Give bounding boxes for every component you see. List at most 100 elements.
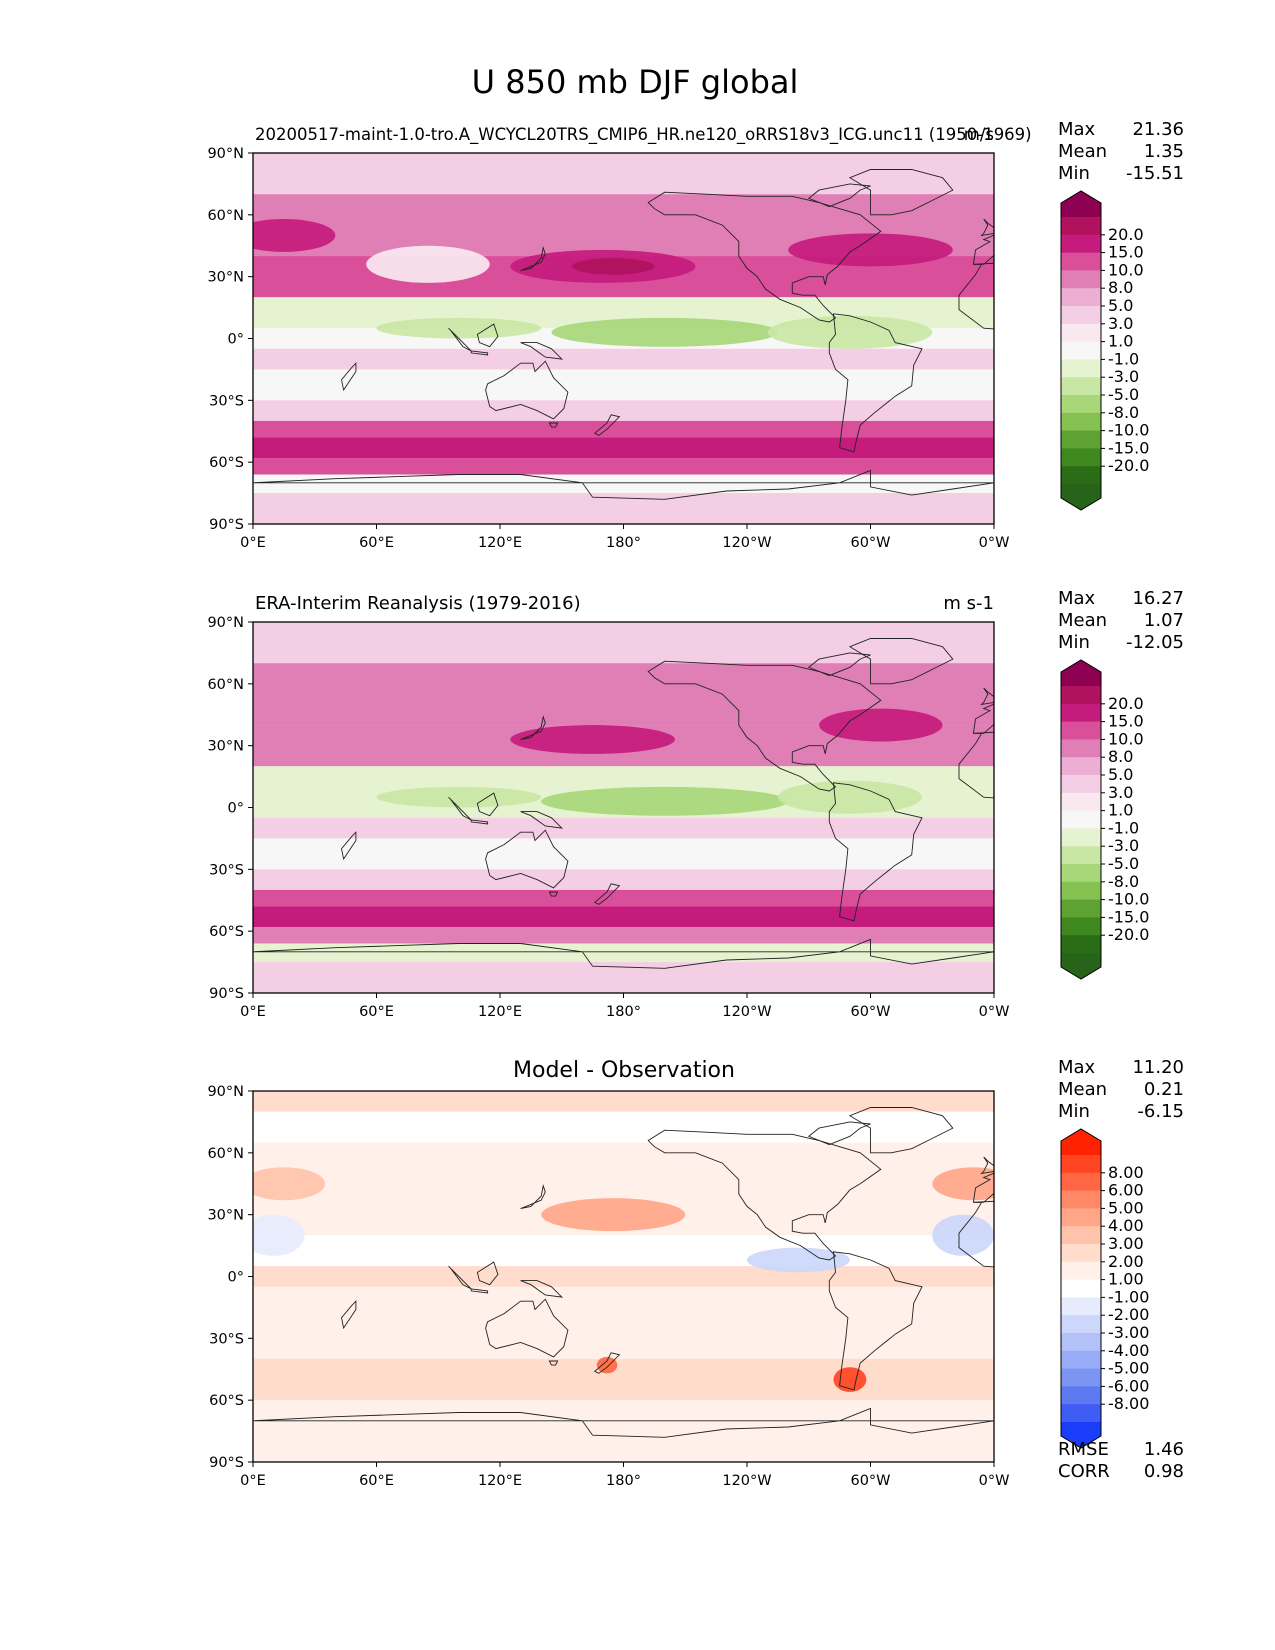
lon-tick-label: 180°	[606, 535, 641, 551]
field-band	[253, 1142, 994, 1184]
field-feature	[541, 786, 789, 816]
map-fill	[253, 1091, 994, 1462]
lat-axis: 90°N 60°N 30°N 0° 30°S 60°S 90°S	[207, 615, 253, 1002]
lon-tick-label: 60°W	[850, 535, 890, 551]
colorbar-cell	[1061, 899, 1101, 918]
panel-title-left: 20200517-maint-1.0-tro.A_WCYCL20TRS_CMIP…	[255, 125, 1032, 145]
field-feature	[819, 708, 943, 742]
field-feature	[510, 725, 675, 754]
stat-min-value: -15.51	[1126, 163, 1184, 184]
colorbar-label: -3.00	[1108, 1323, 1149, 1342]
colorbar-cell	[1061, 935, 1101, 954]
lat-tick-label: 90°S	[209, 1455, 244, 1471]
field-band	[253, 369, 994, 401]
panel-model: 20200517-maint-1.0-tro.A_WCYCL20TRS_CMIP…	[207, 119, 1184, 551]
field-band	[253, 869, 994, 890]
lon-tick-label: 180°	[606, 1473, 641, 1489]
stat-mean-label: Mean	[1058, 1079, 1107, 1100]
colorbar-label: 8.0	[1108, 747, 1133, 766]
error-stats: RMSE 1.46 CORR 0.98	[1058, 1439, 1184, 1482]
panel-title-left: ERA-Interim Reanalysis (1979-2016)	[255, 593, 581, 614]
lat-tick-label: 30°S	[209, 1331, 244, 1347]
coastlines	[253, 1107, 994, 1438]
lon-tick-label: 120°W	[722, 1473, 771, 1489]
field-band	[253, 1286, 994, 1329]
coastline	[520, 1280, 564, 1298]
colorbar-cell	[1061, 917, 1101, 936]
coastline	[980, 1156, 994, 1175]
field-feature	[788, 233, 953, 267]
colorbar-label: 3.0	[1108, 783, 1133, 802]
stat-min-value: -6.15	[1137, 1101, 1184, 1122]
colorbar-cell	[1061, 810, 1101, 829]
field-band	[253, 1400, 994, 1462]
colorbar-label: -8.0	[1108, 403, 1139, 422]
coastlines	[253, 638, 994, 969]
field-feature	[253, 218, 336, 252]
field-band	[253, 943, 994, 963]
coastline	[828, 313, 923, 453]
map-fill	[253, 622, 994, 993]
colorbar-label: -1.0	[1108, 818, 1139, 837]
field-band	[253, 420, 994, 438]
field-band	[253, 1358, 994, 1401]
coastline	[520, 715, 546, 740]
colorbar-label: -4.00	[1108, 1341, 1149, 1360]
colorbar-cell	[1061, 1315, 1101, 1334]
lat-axis: 90°N 60°N 30°N 0° 30°S 60°S 90°S	[207, 146, 253, 533]
lat-tick-label: 60°N	[207, 208, 244, 224]
lon-tick-label: 120°E	[478, 1473, 522, 1489]
lat-tick-label: 60°N	[207, 677, 244, 693]
colorbar-label: -20.0	[1108, 925, 1149, 944]
colorbar-label: 15.0	[1108, 243, 1144, 262]
stats-box: Max 16.27 Mean 1.07 Min -12.05	[1058, 588, 1184, 653]
colorbar-extend-top	[1061, 660, 1101, 686]
coastline	[476, 792, 499, 817]
field-band	[253, 1235, 994, 1267]
coastline	[647, 660, 882, 792]
stat-mean-label: Mean	[1058, 141, 1107, 162]
field-feature	[366, 245, 490, 283]
lon-tick-label: 60°W	[850, 1004, 890, 1020]
coastline	[593, 1352, 621, 1374]
lat-tick-label: 90°S	[209, 517, 244, 533]
field-feature	[253, 1214, 305, 1256]
lon-tick-label: 60°E	[359, 1004, 394, 1020]
colorbar-label: -15.0	[1108, 907, 1149, 926]
field-feature	[376, 317, 542, 339]
field-feature	[376, 786, 542, 808]
colorbar-label: -6.00	[1108, 1376, 1149, 1395]
colorbar-label: 20.0	[1108, 225, 1144, 244]
colorbar-extend-top	[1061, 191, 1101, 217]
coastline	[958, 731, 994, 799]
coastline	[807, 652, 871, 677]
field-band	[253, 838, 994, 870]
colorbar: 20.015.010.08.05.03.01.0-1.0-3.0-5.0-8.0…	[1060, 190, 1149, 511]
lon-tick-label: 120°W	[722, 535, 771, 551]
lat-tick-label: 60°S	[209, 1393, 244, 1409]
lon-tick-label: 0°E	[240, 1473, 266, 1489]
coastline	[548, 422, 559, 428]
coastline	[593, 414, 621, 436]
colorbar-cell	[1061, 1297, 1101, 1316]
coastline	[470, 350, 489, 356]
coastline	[470, 1288, 489, 1294]
colorbar-label: 3.00	[1108, 1234, 1144, 1253]
panel-diff: Model - Observation 90°N 60°N 30°N 0° 30°S 60…	[207, 1057, 1184, 1489]
colorbar-cell	[1061, 270, 1101, 289]
colorbar-extend-bottom	[1061, 953, 1101, 979]
coastline	[448, 796, 472, 821]
colorbar-cell	[1061, 1368, 1101, 1387]
colorbar-cell	[1061, 395, 1101, 414]
stat-rmse-label: RMSE	[1058, 1439, 1109, 1460]
colorbar-cell	[1061, 739, 1101, 758]
field-band	[253, 889, 994, 907]
colorbar-cell	[1061, 1208, 1101, 1227]
colorbar-label: -20.0	[1108, 456, 1149, 475]
field-feature	[932, 1214, 994, 1256]
field-feature	[833, 1367, 867, 1392]
coastline	[253, 938, 994, 969]
lon-tick-label: 60°W	[850, 1473, 890, 1489]
stat-mean-value: 1.07	[1144, 610, 1184, 631]
